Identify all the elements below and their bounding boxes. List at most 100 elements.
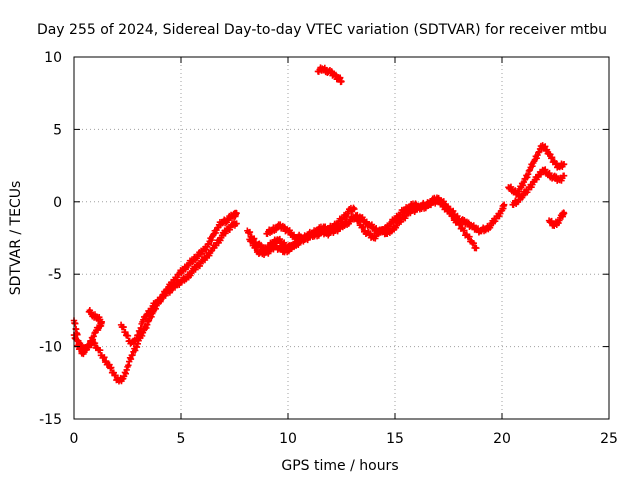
data-point <box>543 146 551 153</box>
axis-ticks: 0 5 10 15 20 25 -15 -10 -5 0 5 10 <box>39 50 618 447</box>
data-point <box>359 214 366 221</box>
y-tick-label: 10 <box>44 50 62 66</box>
series-track-b <box>70 307 106 358</box>
data-point <box>85 344 92 351</box>
data-point <box>127 355 135 363</box>
data-point <box>129 351 136 359</box>
series-track-i <box>417 194 508 236</box>
y-tick-label: 5 <box>53 122 62 138</box>
data-point <box>351 205 358 213</box>
data-point <box>520 178 528 186</box>
y-tick-label: 0 <box>53 195 62 211</box>
data-point <box>500 201 508 208</box>
data-point <box>133 343 141 351</box>
data-point <box>286 227 293 234</box>
data-point <box>143 321 151 328</box>
data-point <box>470 240 477 247</box>
data-point <box>136 328 144 336</box>
series-track-c <box>117 219 240 347</box>
data-point <box>233 220 240 227</box>
data-point <box>368 221 376 228</box>
data-point <box>90 333 97 340</box>
data-point <box>548 155 555 162</box>
data-point <box>350 204 357 212</box>
data-point <box>519 182 527 189</box>
data-point <box>96 347 104 354</box>
data-point <box>208 236 215 244</box>
data-point <box>524 170 532 178</box>
data-point <box>470 222 477 229</box>
data-point <box>246 228 254 236</box>
data-point <box>507 183 515 191</box>
data-point <box>122 370 129 377</box>
y-axis-label: SDTVAR / TECUs <box>8 181 24 296</box>
x-tick-label: 0 <box>70 431 79 447</box>
series-track-l <box>545 209 568 230</box>
data-point <box>125 362 132 369</box>
data-point <box>120 323 127 331</box>
data-point <box>248 237 256 244</box>
data-point <box>560 210 568 217</box>
data-point <box>276 235 284 243</box>
data-point <box>122 328 129 336</box>
data-point <box>542 166 549 173</box>
data-point <box>112 372 119 379</box>
data-point <box>137 324 144 332</box>
x-tick-label: 10 <box>279 431 297 447</box>
data-point <box>132 338 139 345</box>
data-point <box>533 155 540 162</box>
y-tick-label: -5 <box>48 267 62 283</box>
data-point <box>86 341 93 348</box>
data-point <box>560 172 568 179</box>
data-point <box>338 78 345 85</box>
series-track-g <box>314 64 345 86</box>
data-point <box>233 210 240 217</box>
series-track-f <box>263 221 305 243</box>
data-point <box>412 200 419 207</box>
x-tick-label: 5 <box>177 431 186 447</box>
grid-lines <box>74 57 609 419</box>
data-point <box>143 324 150 332</box>
data-point <box>108 364 115 371</box>
data-point <box>473 244 480 252</box>
data-point <box>456 221 463 229</box>
y-tick-label: -10 <box>39 340 62 356</box>
data-point <box>101 354 108 361</box>
data-point <box>355 217 363 224</box>
data-point <box>133 335 140 342</box>
data-point <box>102 357 110 365</box>
data-point <box>253 244 260 251</box>
data-point <box>72 320 79 327</box>
data-point <box>524 174 531 181</box>
x-tick-label: 20 <box>493 431 511 447</box>
data-point <box>123 366 130 374</box>
data-point <box>560 160 568 168</box>
data-point <box>440 198 447 205</box>
data-point <box>525 167 533 175</box>
data-point <box>148 313 155 320</box>
data-point <box>124 332 132 340</box>
data-point <box>278 244 286 251</box>
x-tick-label: 25 <box>600 431 618 447</box>
data-point <box>91 339 99 347</box>
data-point <box>444 203 452 210</box>
data-point <box>85 308 93 316</box>
series-track-j <box>505 142 568 198</box>
plot-frame <box>73 56 610 420</box>
plot-area <box>70 64 568 385</box>
data-point <box>529 162 536 170</box>
data-point <box>466 233 473 240</box>
data-point <box>132 347 139 354</box>
data-point <box>297 233 305 240</box>
chart-title: Day 255 of 2024, Sidereal Day-to-day VTE… <box>37 22 607 38</box>
data-point <box>548 154 556 161</box>
data-point <box>461 227 468 234</box>
series-track-k <box>509 166 568 209</box>
y-tick-label: -15 <box>39 412 62 428</box>
data-point <box>360 223 367 231</box>
x-axis-label: GPS time / hours <box>281 458 398 474</box>
data-point <box>450 207 457 215</box>
x-tick-label: 15 <box>386 431 404 447</box>
series-track-a <box>70 209 240 385</box>
